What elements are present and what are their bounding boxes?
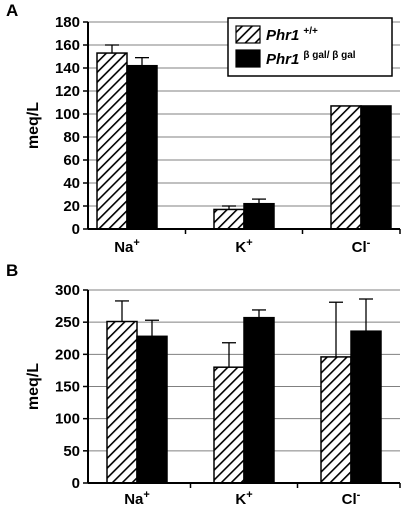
y-tick-label: 120 bbox=[55, 83, 80, 100]
legend-swatch-solid bbox=[235, 49, 261, 68]
y-tick-label: 50 bbox=[63, 443, 80, 460]
bar-solid-k bbox=[243, 202, 275, 230]
bar-hatch-na bbox=[96, 52, 128, 230]
y-tick-label: 180 bbox=[55, 14, 80, 31]
bar-solid-cl bbox=[350, 330, 382, 484]
legend-swatch-hatch bbox=[235, 25, 261, 44]
y-axis-label: meq/L bbox=[25, 363, 42, 410]
y-tick-label: 80 bbox=[63, 129, 80, 146]
y-tick-label: 20 bbox=[63, 198, 80, 215]
y-tick-label: 100 bbox=[55, 411, 80, 428]
y-tick-label: 100 bbox=[55, 106, 80, 123]
y-tick-label: 60 bbox=[63, 152, 80, 169]
y-tick-label: 140 bbox=[55, 60, 80, 77]
bar-hatch-k bbox=[213, 366, 245, 484]
panel-letter: B bbox=[6, 261, 18, 280]
bar-solid-cl bbox=[360, 105, 392, 230]
bar-hatch-k bbox=[213, 208, 245, 230]
panel-a-chart: A 0 20 40 60 80 100 120 140 160 180 meq/L Na+ K+ Cl- Ph… bbox=[6, 1, 401, 256]
bar-solid-na bbox=[126, 64, 158, 230]
bar-hatch-na bbox=[106, 320, 138, 484]
legend-label-hatch: Phr1 +/+ bbox=[266, 26, 318, 44]
category-label-na: Na+ bbox=[124, 489, 150, 508]
y-tick-label: 300 bbox=[55, 282, 80, 299]
y-tick-label: 200 bbox=[55, 346, 80, 363]
category-label-cl: Cl- bbox=[352, 237, 371, 256]
category-label-cl: Cl- bbox=[342, 489, 361, 508]
panel-b-chart: B 0 50 100 150 200 250 300 meq/L Na+ K+ Cl- bbox=[6, 261, 401, 508]
category-label-na: Na+ bbox=[114, 237, 140, 256]
bar-solid-k bbox=[243, 316, 275, 484]
panel-letter: A bbox=[6, 1, 18, 20]
y-tick-label: 0 bbox=[72, 221, 80, 238]
bar-hatch-cl bbox=[330, 105, 362, 230]
bar-solid-na bbox=[136, 335, 168, 484]
category-label-k: K+ bbox=[235, 237, 252, 256]
legend-label-solid: Phr1 β gal/ β gal bbox=[266, 50, 356, 68]
category-label-k: K+ bbox=[235, 489, 252, 508]
y-tick-label: 250 bbox=[55, 314, 80, 331]
y-tick-label: 160 bbox=[55, 37, 80, 54]
y-tick-label: 40 bbox=[63, 175, 80, 192]
y-tick-label: 150 bbox=[55, 379, 80, 396]
bar-hatch-cl bbox=[320, 356, 352, 484]
y-tick-label: 0 bbox=[72, 475, 80, 492]
y-axis-label: meq/L bbox=[25, 102, 42, 149]
